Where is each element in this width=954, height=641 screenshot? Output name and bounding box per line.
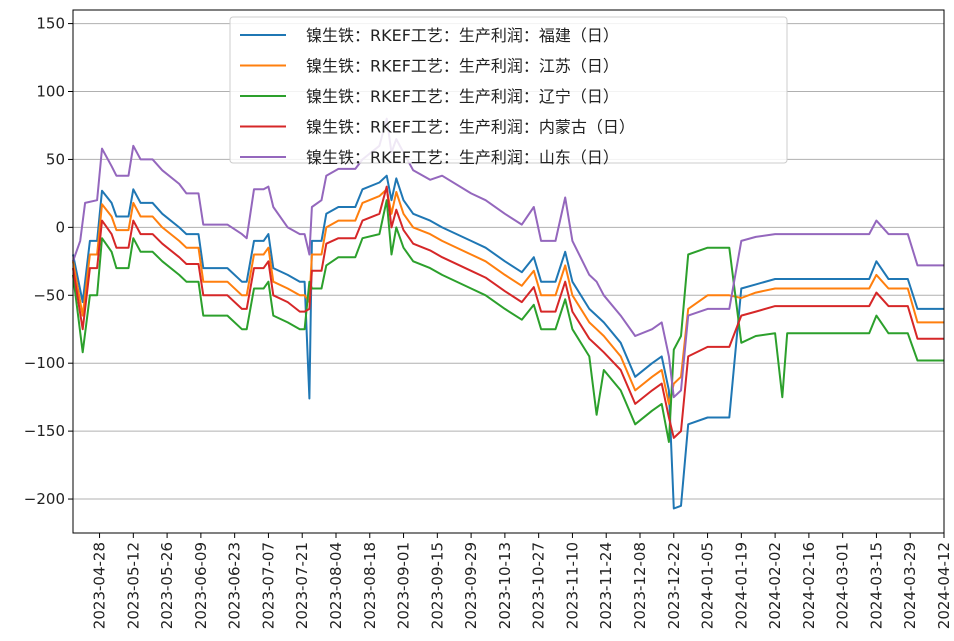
legend: 镍生铁：RKEF工艺：生产利润：福建（日） 镍生铁：RKEF工艺：生产利润：江苏（… (229, 16, 788, 167)
legend-box (229, 16, 788, 164)
y-tick-label: −200 (24, 490, 65, 508)
series-line-1 (72, 174, 944, 510)
x-tick-label: 2024-03-29 (901, 542, 919, 629)
legend-label: 镍生铁：RKEF工艺：生产利润：江苏（日） (306, 57, 619, 76)
x-tick-label: 2023-05-12 (124, 542, 142, 629)
x-tick-label: 2023-09-29 (462, 542, 480, 629)
series-line-3 (72, 199, 944, 443)
y-tick-label: −150 (24, 422, 65, 440)
x-tick-label: 2023-06-09 (192, 542, 210, 629)
legend-label: 镍生铁：RKEF工艺：生产利润：内蒙古（日） (306, 118, 635, 137)
x-tick-label: 2024-01-05 (699, 542, 717, 629)
x-axis: 2023-04-28 2023-05-12 2023-05-26 2023-06-09… (91, 533, 953, 629)
x-tick-label: 2024-03-01 (834, 542, 852, 629)
x-tick-label: 2024-03-15 (867, 542, 885, 629)
y-tick-label: 150 (36, 15, 65, 33)
series-line-2 (72, 188, 944, 405)
x-tick-label: 2023-12-22 (665, 542, 683, 629)
x-tick-label: 2024-01-19 (732, 542, 750, 629)
legend-label: 镍生铁：RKEF工艺：生产利润：福建（日） (306, 26, 619, 45)
plot-frame (72, 9, 945, 534)
x-tick-label: 2023-09-15 (428, 542, 446, 629)
x-tick-label: 2023-11-10 (563, 542, 581, 629)
x-tick-label: 2024-04-12 (935, 542, 953, 629)
x-tick-label: 2023-10-27 (530, 542, 548, 629)
y-tick-label: 100 (36, 83, 65, 101)
x-tick-label: 2023-07-21 (293, 542, 311, 629)
legend-label: 镍生铁：RKEF工艺：生产利润：山东（日） (306, 148, 619, 167)
legend-label: 镍生铁：RKEF工艺：生产利润：辽宁（日） (306, 87, 619, 106)
x-tick-label: 2023-09-01 (395, 542, 413, 629)
x-tick-label: 2023-11-24 (597, 542, 615, 629)
x-tick-label: 2023-10-13 (496, 542, 514, 629)
x-tick-label: 2023-08-18 (361, 542, 379, 629)
y-tick-label: 50 (46, 150, 65, 168)
y-tick-label: −100 (24, 354, 65, 372)
y-tick-label: 0 (55, 218, 65, 236)
x-tick-label: 2023-05-26 (158, 542, 176, 629)
y-axis: 150 100 50 0 −50 −100 −150 −200 (24, 15, 73, 508)
x-tick-label: 2024-02-16 (800, 542, 818, 629)
x-tick-label: 2023-12-08 (631, 542, 649, 629)
x-tick-label: 2023-08-04 (327, 542, 345, 629)
x-tick-label: 2023-06-23 (226, 542, 244, 629)
x-tick-label: 2023-04-28 (91, 542, 109, 629)
x-tick-label: 2024-02-02 (766, 542, 784, 629)
series-line-4 (72, 185, 944, 439)
y-tick-label: −50 (33, 286, 65, 304)
x-tick-label: 2023-07-07 (259, 542, 277, 629)
